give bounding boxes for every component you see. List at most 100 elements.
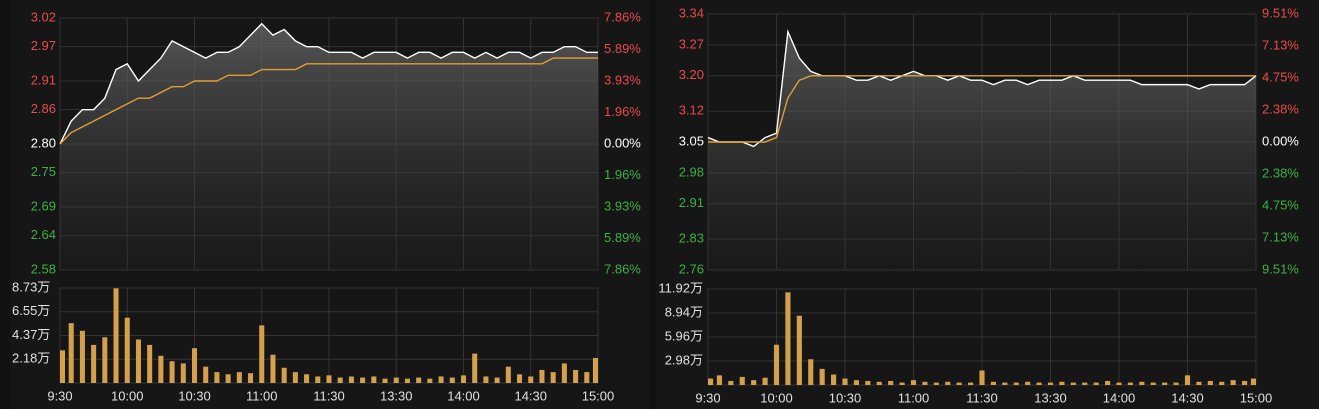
x-tick-label: 13:30 (1034, 390, 1067, 405)
volume-bar (404, 378, 410, 383)
y-tick-label: 2.64 (31, 227, 56, 242)
volume-bar (728, 380, 734, 385)
x-tick-label: 10:00 (111, 388, 144, 403)
x-tick-label: 13:30 (380, 388, 413, 403)
y2-tick-label: 4.75% (1262, 197, 1299, 212)
volume-bar (337, 377, 343, 383)
volume-bar (427, 378, 433, 383)
y2-tick-label: 4.75% (1262, 70, 1299, 85)
volume-bar (865, 380, 871, 385)
y2-tick-label: 2.38% (1262, 165, 1299, 180)
volume-bar (561, 363, 567, 383)
volume-bar (1219, 381, 1225, 385)
y-tick-label: 2.58 (31, 261, 56, 276)
y-tick-label: 2.76 (679, 261, 704, 276)
volume-bar (259, 325, 265, 383)
volume-bar (1082, 382, 1088, 385)
volume-bar (517, 374, 523, 383)
volume-bar (762, 377, 768, 385)
volume-bar (1250, 378, 1256, 385)
x-tick-label: 10:30 (178, 388, 211, 403)
volume-bar (416, 377, 422, 383)
x-tick-label: 14:30 (514, 388, 547, 403)
volume-bar (169, 361, 175, 383)
volume-bar (214, 372, 220, 383)
volume-bar (1196, 381, 1202, 385)
x-tick-label: 14:00 (447, 388, 480, 403)
volume-bar (1093, 382, 1099, 385)
volume-bar (910, 380, 917, 385)
volume-bar (922, 381, 928, 385)
average-line (59, 57, 598, 145)
volume-bar (505, 366, 511, 383)
y2-tick-label: 9.51% (1262, 261, 1299, 276)
volume-bar (248, 373, 254, 383)
volume-bar (460, 375, 467, 383)
y-tick-label: 3.02 (31, 9, 56, 24)
volume-bar (270, 354, 276, 383)
volume-bar (236, 372, 242, 383)
volume-bar (716, 375, 722, 385)
volume-tick-label: 2.18万 (12, 351, 50, 366)
volume-bar (1105, 380, 1111, 385)
volume-bar (592, 357, 598, 383)
volume-bar (876, 381, 882, 385)
y2-tick-label: 5.89% (604, 41, 641, 56)
volume-bar (528, 376, 534, 383)
volume-bar (1184, 375, 1191, 385)
volume-bar (584, 372, 590, 383)
volume-bar (281, 367, 287, 383)
volume-bar (348, 376, 354, 383)
volume-bar (1070, 382, 1076, 385)
x-tick-label: 11:00 (898, 390, 930, 405)
y-tick-label: 2.91 (679, 195, 704, 210)
volume-bar (304, 374, 310, 383)
y2-tick-label: 7.86% (604, 261, 641, 276)
x-tick-label: 11:30 (966, 390, 998, 405)
volume-bar (819, 368, 825, 385)
x-tick-label: 10:00 (760, 390, 793, 405)
y2-tick-label: 7.86% (604, 9, 641, 24)
volume-bar (147, 344, 153, 383)
volume-bar (315, 376, 321, 383)
volume-bar (550, 372, 556, 383)
price-line (59, 22, 598, 145)
volume-bar (113, 288, 119, 383)
volume-tick-label: 8.73万 (12, 279, 50, 294)
volume-bar (1173, 382, 1179, 385)
volume-bar (79, 330, 85, 383)
y-tick-label: 3.34 (679, 5, 704, 20)
volume-tick-label: 5.96万 (665, 328, 703, 343)
volume-tick-label: 4.37万 (12, 327, 50, 342)
volume-bar (472, 353, 478, 383)
y-tick-label: 2.91 (31, 72, 56, 87)
volume-bar (773, 344, 780, 385)
y2-tick-label: 9.51% (1262, 5, 1299, 20)
volume-bar (225, 374, 231, 383)
volume-bar (124, 317, 130, 383)
volume-bar (1242, 380, 1248, 385)
volume-bar (1013, 382, 1019, 385)
y2-tick-label: 7.13% (1262, 37, 1299, 52)
y-tick-label: 2.75 (31, 164, 56, 179)
x-tick-label: 14:30 (1171, 390, 1204, 405)
volume-bar (979, 370, 985, 385)
volume-bar (842, 378, 848, 385)
volume-bar (1230, 380, 1236, 385)
volume-bar (1162, 382, 1168, 385)
y-tick-label: 2.98 (679, 164, 704, 179)
y2-tick-label: 3.93% (604, 72, 641, 87)
y-tick-label: 2.83 (679, 231, 704, 246)
volume-bar (483, 376, 489, 383)
average-line (708, 75, 1256, 143)
volume-bar (539, 369, 545, 383)
y-tick-label: 2.80 (31, 135, 56, 150)
volume-bar (956, 382, 962, 385)
volume-bar (1207, 380, 1213, 385)
volume-bar (1127, 382, 1133, 385)
volume-bar (1139, 381, 1145, 385)
volume-bar (135, 339, 141, 383)
volume-bar (990, 381, 996, 385)
volume-bar (494, 377, 500, 383)
